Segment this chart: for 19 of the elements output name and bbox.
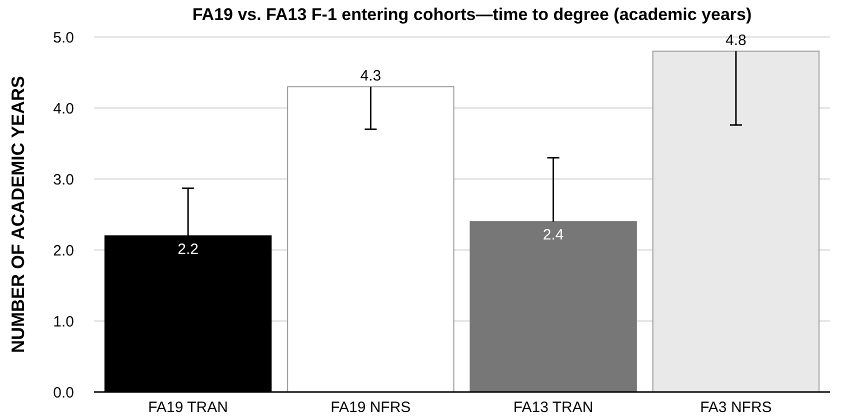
y-tick-label: 4.0 <box>53 100 74 118</box>
y-tick-label: 5.0 <box>53 29 74 46</box>
data-label: 4.8 <box>726 32 746 50</box>
x-tick-label: FA13 TRAN <box>513 399 594 416</box>
x-tick-label: FA19 NFRS <box>330 399 411 416</box>
y-tick-label: 3.0 <box>53 171 74 188</box>
bar <box>287 86 454 392</box>
y-axis-title: NUMBER OF ACADEMIC YEARS <box>8 76 28 354</box>
data-label: 2.2 <box>178 240 198 258</box>
bar <box>470 221 637 392</box>
bar <box>652 50 820 392</box>
data-label: 4.3 <box>360 68 382 85</box>
y-tick-label: 1.0 <box>53 313 74 330</box>
y-tick-label: 2.0 <box>53 242 74 260</box>
chart-title: FA19 vs. FA13 F-1 entering cohorts—time to degree (academic years) <box>192 5 752 24</box>
x-tick-label: FA19 TRAN <box>148 399 228 416</box>
x-tick-label: FA3 NFRS <box>700 399 772 416</box>
y-tick-label: 0.0 <box>53 384 74 402</box>
data-label: 2.4 <box>542 226 564 244</box>
